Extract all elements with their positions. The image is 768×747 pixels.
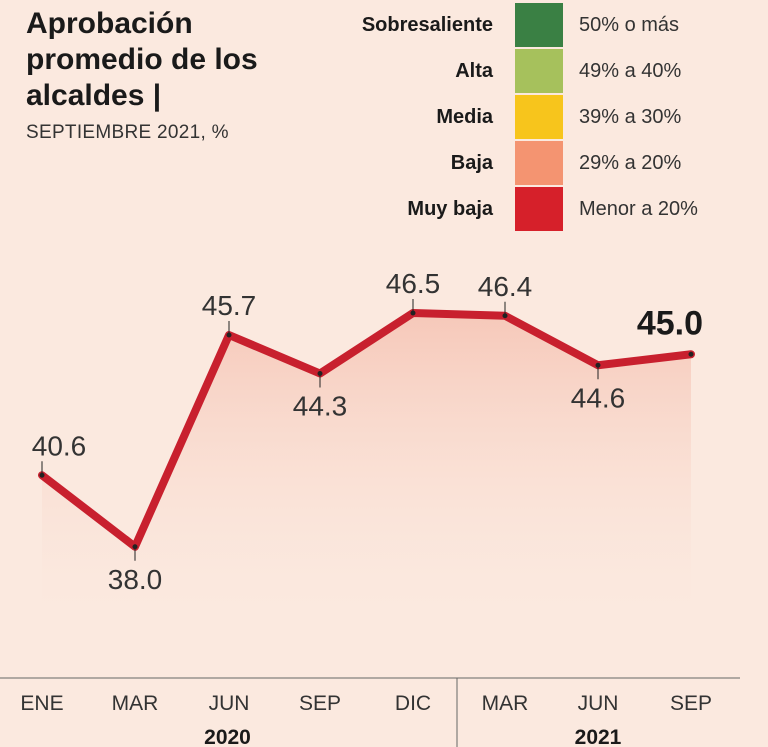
legend-range: 50% o más: [579, 13, 680, 36]
legend-item-baja: Baja 29% a 20%: [340, 140, 698, 186]
data-point: [595, 362, 601, 368]
legend-swatch: [515, 2, 563, 47]
x-axis: ENE MAR JUN SEP DIC MAR JUN SEP 2020 2021: [0, 677, 740, 747]
chart-points: [39, 299, 694, 561]
series-line: [38, 309, 695, 551]
x-tick-label: JUN: [578, 692, 619, 715]
x-tick-label: DIC: [395, 692, 431, 715]
data-label: 44.3: [293, 391, 348, 422]
legend-range: 49% a 40%: [579, 59, 682, 82]
x-tick-label: JUN: [209, 692, 250, 715]
data-label-highlight: 45.0: [637, 304, 703, 342]
data-point: [226, 332, 232, 338]
data-point: [502, 313, 508, 319]
chart-line-group: [38, 309, 695, 551]
legend-label: Alta: [455, 59, 493, 82]
legend-item-media: Media 39% a 30%: [340, 94, 698, 140]
legend-item-muy-baja: Muy baja Menor a 20%: [340, 186, 698, 232]
x-tick-label: ENE: [20, 692, 63, 715]
legend-swatch: [515, 94, 563, 139]
x-tick-label: MAR: [112, 692, 159, 715]
data-point: [132, 544, 138, 550]
data-label: 46.4: [478, 271, 533, 302]
legend-label: Muy baja: [407, 197, 493, 220]
x-tick-label: SEP: [670, 692, 712, 715]
data-point: [317, 371, 323, 376]
x-tick-label: SEP: [299, 692, 341, 715]
legend-range: 39% a 30%: [579, 105, 682, 128]
chart-area: [42, 313, 691, 612]
legend-range: Menor a 20%: [579, 197, 698, 220]
chart-title: Aprobación promedio de los alcaldes |: [26, 7, 258, 112]
data-point: [410, 310, 416, 316]
year-label: 2020: [204, 726, 251, 747]
legend-label: Sobresaliente: [361, 13, 493, 36]
year-label: 2021: [575, 726, 622, 747]
chart-subtitle: SEPTIEMBRE 2021, %: [26, 122, 229, 143]
legend-item-alta: Alta 49% a 40%: [340, 48, 698, 94]
data-point: [39, 472, 45, 478]
data-label: 44.6: [571, 382, 626, 413]
area-fill: [42, 313, 691, 612]
legend-swatch: [515, 186, 563, 231]
data-label: 38.0: [108, 564, 163, 595]
title-block: Aprobación promedio de los alcaldes | SE…: [26, 6, 266, 144]
data-label: 45.7: [202, 290, 257, 321]
data-point: [688, 351, 694, 357]
data-label: 46.5: [386, 268, 441, 299]
legend-item-sobresaliente: Sobresaliente 50% o más: [340, 2, 698, 48]
legend-swatch: [515, 140, 563, 185]
legend-range: 29% a 20%: [579, 151, 682, 174]
x-tick-label: MAR: [482, 692, 529, 715]
legend: Sobresaliente 50% o más Alta 49% a 40% M…: [340, 2, 698, 232]
chart-value-labels: 40.6 38.0 45.7 44.3 46.5 46.4 44.6 45.0: [32, 268, 703, 595]
legend-swatch: [515, 48, 563, 93]
legend-label: Baja: [450, 151, 493, 174]
data-label: 40.6: [32, 430, 87, 461]
legend-label: Media: [436, 105, 493, 128]
